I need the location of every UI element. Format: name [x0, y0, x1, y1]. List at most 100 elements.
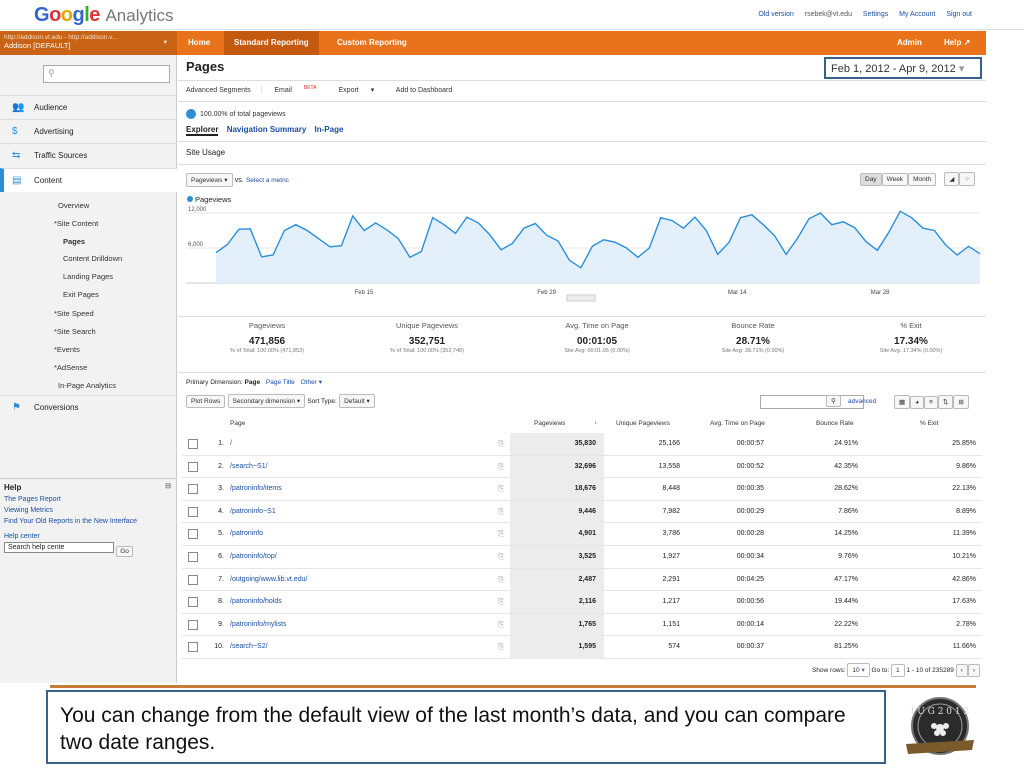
show-rows-select[interactable]: 10 ▾ — [847, 663, 870, 677]
month-button[interactable]: Month — [908, 173, 937, 186]
sidebar-sub-overview[interactable]: Overview — [58, 201, 90, 210]
account-selector[interactable]: http://addison.vt.edu - http://addison.v… — [0, 31, 177, 55]
row-page-link[interactable]: /patroninfo/top/ — [230, 553, 277, 560]
sidebar-sub-content-drilldown[interactable]: Content Drilldown — [63, 254, 123, 263]
dimension-other[interactable]: Other ▾ — [300, 379, 322, 386]
date-range-picker[interactable]: Feb 1, 2012 - Apr 9, 2012 ▾ — [824, 57, 982, 79]
sidebar-search-input[interactable]: ⚲ — [43, 65, 170, 83]
nav-admin[interactable]: Admin — [897, 38, 922, 47]
tab-site-usage[interactable]: Site Usage — [186, 148, 226, 157]
email-button[interactable]: Email BETA — [274, 85, 326, 94]
open-page-icon[interactable]: ⎘ — [498, 597, 505, 607]
advanced-segments-button[interactable]: Advanced Segments — [186, 87, 251, 95]
row-checkbox[interactable] — [188, 506, 198, 517]
sidebar-item-traffic-sources[interactable]: ⇆ Traffic Sources — [0, 143, 177, 167]
help-go-button[interactable]: Go — [116, 546, 133, 557]
sidebar-item-advertising[interactable]: $ Advertising — [0, 119, 177, 143]
row-page-link[interactable]: /search~S2/ — [230, 643, 268, 651]
row-page-link[interactable]: /patroninfo~S1 — [230, 507, 276, 515]
col-bounce-rate[interactable]: Bounce Rate — [816, 420, 854, 427]
search-icon[interactable]: ⚲ — [826, 395, 841, 407]
open-page-icon[interactable]: ⎘ — [498, 506, 505, 516]
col-exit[interactable]: % Exit — [920, 420, 939, 427]
row-checkbox[interactable] — [188, 552, 198, 562]
sidebar-item-conversions[interactable]: ⚑ Conversions — [0, 395, 177, 419]
collapse-icon[interactable]: ⊟ — [165, 483, 171, 490]
plot-rows-button[interactable]: Plot Rows — [186, 395, 226, 408]
open-page-icon[interactable]: ⎘ — [498, 461, 505, 471]
prev-page-button[interactable]: ‹ — [955, 664, 968, 677]
help-search-input[interactable]: Search help cente — [4, 542, 114, 553]
row-checkbox[interactable] — [188, 619, 198, 630]
open-page-icon[interactable]: ⎘ — [498, 552, 505, 561]
google-analytics-logo[interactable]: Google Analytics — [34, 4, 174, 26]
help-link-old-reports[interactable]: Find Your Old Reports in the New Interfa… — [4, 518, 138, 525]
row-page-link[interactable]: /outgoing/www.lib.vt.edu/ — [230, 575, 308, 583]
nav-standard-reporting[interactable]: Standard Reporting — [224, 31, 319, 55]
sidebar-sub-landing-pages[interactable]: Landing Pages — [63, 272, 114, 281]
chart-resize-handle[interactable] — [566, 294, 596, 302]
row-checkbox[interactable] — [188, 484, 198, 495]
col-unique-pageviews[interactable]: Unique Pageviews — [616, 420, 670, 427]
row-page-link[interactable]: /patroninfo/holds — [230, 598, 282, 606]
sidebar-sub-in-page-analytics[interactable]: In-Page Analytics — [58, 381, 116, 390]
sidebar-sub-adsense[interactable]: *AdSense — [54, 363, 88, 372]
advanced-filter-link[interactable]: advanced — [848, 398, 877, 405]
sidebar-sub-site-speed[interactable]: *Site Speed — [54, 309, 94, 318]
settings-link[interactable]: Settings — [862, 11, 889, 18]
sidebar-sub-exit-pages[interactable]: Exit Pages — [63, 290, 99, 299]
day-button[interactable]: Day — [860, 173, 882, 186]
week-button[interactable]: Week — [881, 173, 909, 186]
sidebar-sub-site-search[interactable]: *Site Search — [54, 327, 96, 336]
row-checkbox[interactable] — [188, 642, 198, 653]
row-checkbox[interactable] — [188, 439, 198, 449]
open-page-icon[interactable]: ⎘ — [498, 619, 505, 629]
sign-out-link[interactable]: Sign out — [946, 11, 972, 18]
motion-chart-icon[interactable]: ⁘ — [959, 172, 975, 186]
help-center-link[interactable]: Help center — [4, 533, 40, 540]
metric-select[interactable]: Pageviews ▾ — [186, 173, 233, 187]
open-page-icon[interactable]: ⎘ — [498, 529, 505, 539]
secondary-dimension-select[interactable]: Secondary dimension ▾ — [227, 394, 306, 408]
comparison-view-icon[interactable]: ⇅ — [937, 395, 954, 409]
tab-in-page[interactable]: In-Page — [314, 125, 344, 134]
goto-input[interactable]: 1 — [891, 664, 905, 677]
open-page-icon[interactable]: ⎘ — [498, 439, 505, 448]
help-link-pages-report[interactable]: The Pages Report — [4, 496, 61, 503]
pie-view-icon[interactable]: ◕ — [910, 396, 925, 409]
nav-help[interactable]: Help ↗ — [934, 31, 980, 55]
open-page-icon[interactable]: ⎘ — [498, 642, 505, 652]
sidebar-item-audience[interactable]: 👥 Audience — [0, 95, 177, 119]
export-button[interactable]: Export ▾ — [339, 87, 385, 94]
col-avg-time[interactable]: Avg. Time on Page — [710, 420, 765, 427]
table-view-icon[interactable]: ▦ — [894, 395, 911, 409]
sidebar-sub-events[interactable]: *Events — [54, 345, 80, 354]
dimension-page[interactable]: Page — [244, 379, 261, 386]
select-metric-link[interactable]: Select a metric — [245, 177, 289, 184]
row-checkbox[interactable] — [188, 597, 198, 608]
row-page-link[interactable]: /patroninfo/items — [230, 485, 282, 493]
row-page-link[interactable]: /patroninfo — [230, 530, 264, 538]
sidebar-sub-pages[interactable]: Pages — [63, 237, 86, 246]
old-version-link[interactable]: Old version — [758, 11, 794, 18]
row-page-link[interactable]: / — [230, 440, 232, 447]
dimension-page-title[interactable]: Page Title — [265, 379, 295, 386]
col-page[interactable]: Page — [230, 420, 246, 427]
my-account-link[interactable]: My Account — [899, 11, 936, 18]
row-checkbox[interactable] — [188, 529, 198, 540]
open-page-icon[interactable]: ⎘ — [498, 574, 505, 584]
nav-home[interactable]: Home — [188, 38, 211, 47]
row-checkbox[interactable] — [188, 461, 198, 472]
line-chart-icon[interactable]: ◢ — [944, 172, 960, 186]
performance-view-icon[interactable]: ≡ — [924, 396, 938, 409]
sidebar-sub-site-content[interactable]: *Site Content — [54, 219, 99, 228]
col-pageviews[interactable]: Pageviews — [534, 420, 566, 427]
row-checkbox[interactable] — [188, 574, 198, 585]
row-page-link[interactable]: /patroninfo/mylists — [230, 620, 287, 628]
sidebar-item-content[interactable]: ▤ Content — [0, 168, 177, 192]
add-to-dashboard-button[interactable]: Add to Dashboard — [395, 87, 453, 95]
tab-navigation-summary[interactable]: Navigation Summary — [226, 125, 307, 134]
row-page-link[interactable]: /search~S1/ — [230, 462, 268, 470]
pivot-view-icon[interactable]: ⊞ — [953, 395, 969, 409]
nav-custom-reporting[interactable]: Custom Reporting — [337, 38, 407, 47]
